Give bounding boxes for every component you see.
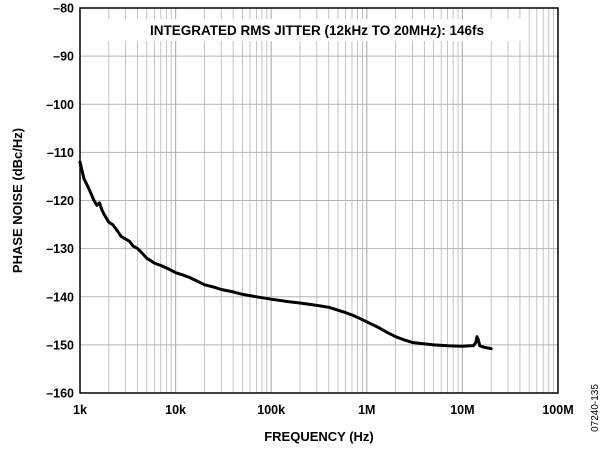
y-axis-label: PHASE NOISE (dBc/Hz) bbox=[10, 128, 25, 273]
plot-frame bbox=[79, 7, 559, 394]
x-tick-label: 1M bbox=[358, 403, 375, 417]
annotation-text: INTEGRATED RMS JITTER (12kHz TO 20MHz): … bbox=[150, 23, 484, 38]
figure-id: 07240-135 bbox=[590, 384, 601, 432]
grid bbox=[80, 8, 558, 393]
y-tick-label: –110 bbox=[47, 146, 74, 160]
phase-noise-line bbox=[78, 160, 493, 351]
y-tick-label: –80 bbox=[53, 2, 74, 16]
x-axis-label: FREQUENCY (Hz) bbox=[264, 429, 374, 444]
x-tick-label: 100M bbox=[542, 403, 573, 417]
y-tick-label: –150 bbox=[46, 338, 74, 352]
y-tick-label: –100 bbox=[46, 98, 74, 112]
y-tick-label: –120 bbox=[46, 194, 74, 208]
x-tick-label: 10M bbox=[450, 403, 474, 417]
series-layer bbox=[78, 160, 493, 351]
tick-labels: –80 –90 –100 –110 –120 –130 –140 –150 –160 1k 10k 1… bbox=[46, 2, 573, 418]
y-tick-label: –140 bbox=[46, 290, 74, 304]
x-tick-label: 1k bbox=[73, 403, 87, 417]
x-tick-label: 10k bbox=[165, 403, 186, 417]
annotation-background bbox=[107, 19, 527, 41]
x-tick-label: 100k bbox=[257, 403, 285, 417]
y-tick-label: –160 bbox=[46, 387, 74, 401]
y-tick-label: –90 bbox=[53, 50, 74, 64]
y-tick-label: –130 bbox=[46, 242, 74, 256]
